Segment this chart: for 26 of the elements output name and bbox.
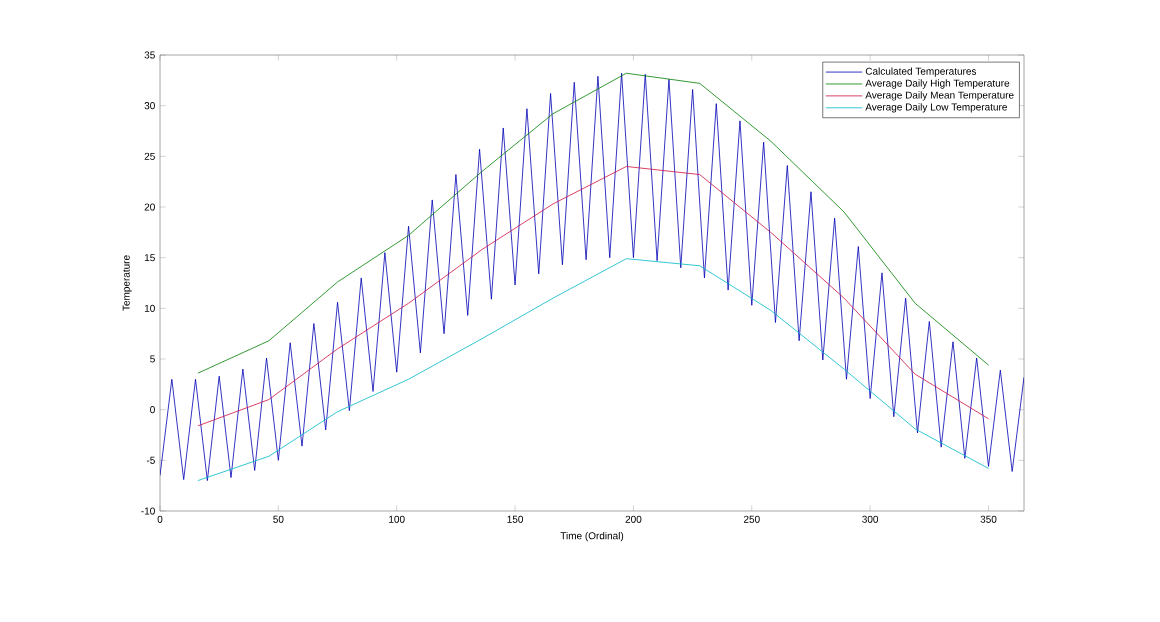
y-tick-label: 5 xyxy=(150,355,155,363)
legend-label: Average Daily Low Temperature xyxy=(865,103,1007,113)
y-tick-label: -10 xyxy=(141,507,155,515)
legend-label: Average Daily Mean Temperature xyxy=(865,91,1014,101)
y-tick-label: 15 xyxy=(144,254,155,262)
x-tick-label: 300 xyxy=(862,515,879,523)
y-tick-label: 0 xyxy=(150,406,155,414)
y-tick-label: 20 xyxy=(144,203,155,211)
x-tick-label: 350 xyxy=(980,515,997,523)
y-axis-title: Temperature xyxy=(122,255,132,311)
line-series xyxy=(197,258,989,481)
x-tick-label: 150 xyxy=(507,515,524,523)
y-tick-label: 35 xyxy=(144,51,155,59)
x-tick-label: 50 xyxy=(273,515,284,523)
x-tick-label: 200 xyxy=(625,515,642,523)
x-axis-title: Time (Ordinal) xyxy=(560,531,624,542)
y-tick-label: 25 xyxy=(144,152,155,160)
x-tick-label: 250 xyxy=(743,515,760,523)
y-tick-label: 10 xyxy=(144,304,155,312)
y-tick-label: 30 xyxy=(144,102,155,110)
legend-label: Calculated Temperatures xyxy=(865,67,977,77)
legend-label: Average Daily High Temperature xyxy=(865,79,1010,89)
y-tick-label: -5 xyxy=(146,456,155,464)
line-series xyxy=(197,166,989,427)
x-tick-label: 100 xyxy=(389,515,405,523)
x-tick-label: 0 xyxy=(157,515,163,523)
